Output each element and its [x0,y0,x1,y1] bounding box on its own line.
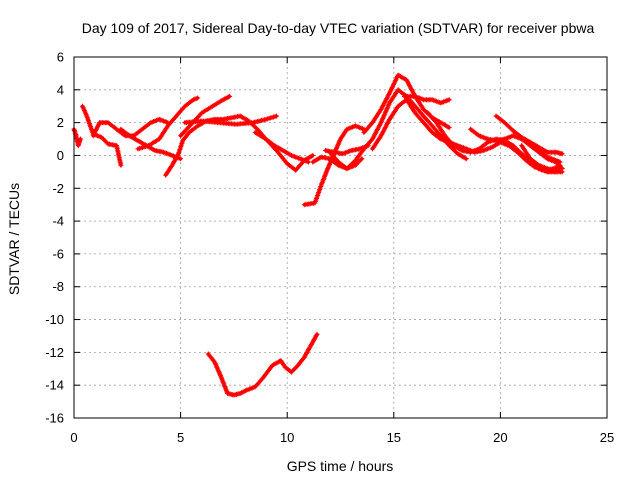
series-sat-h [182,113,279,127]
y-tick-label: 4 [57,82,64,97]
x-tick-label: 10 [280,430,294,445]
y-tick-label: -10 [45,312,64,327]
series-sat-t [510,128,565,157]
y-tick-label: -8 [52,279,64,294]
x-axis-title: GPS time / hours [287,458,394,474]
series-sat-a [71,126,83,149]
x-tick-label: 15 [387,430,401,445]
series-markers [135,95,201,152]
series-sat-v [205,331,320,398]
y-axis-title: SDTVAR / TECUs [6,183,22,295]
grid [74,57,607,418]
plot-frame [73,56,608,419]
y-tick-label: 2 [57,115,64,130]
series-markers [178,93,233,139]
series-sat-i [252,130,316,173]
series-markers [519,143,565,175]
series-markers [252,130,316,173]
series-sat-b [80,103,124,168]
x-tick-label: 0 [70,430,77,445]
y-tick-label: -2 [52,181,64,196]
series-markers [327,87,469,172]
series-sat-u [519,143,565,175]
series-sat-s [493,113,565,172]
series-markers [510,128,565,157]
y-tick-label: 0 [57,148,64,163]
series-markers [182,113,279,127]
y-tick-label: -12 [45,345,64,360]
x-tick-label: 20 [493,430,507,445]
series-sat-f [163,113,311,178]
axis-ticks: 0 5 10 15 20 25 -16 -14 -12 -10 -8 -6 -4 -2 0 2 4 6 [45,50,614,446]
y-tick-label: -6 [52,246,64,261]
series-sat-e [135,95,201,152]
y-tick-label: -4 [52,214,64,229]
x-tick-label: 5 [177,430,184,445]
data-series [71,72,565,398]
y-tick-label: -16 [45,411,64,426]
series-markers [80,103,124,168]
series-sat-g [178,93,233,139]
series-sat-p [402,93,452,106]
y-tick-label: 6 [57,50,64,65]
x-tick-label: 25 [600,430,614,445]
series-markers [402,93,452,106]
y-tick-label: -14 [45,378,64,393]
series-markers [205,331,320,398]
chart-title: Day 109 of 2017, Sidereal Day-to-day VTE… [82,20,595,36]
